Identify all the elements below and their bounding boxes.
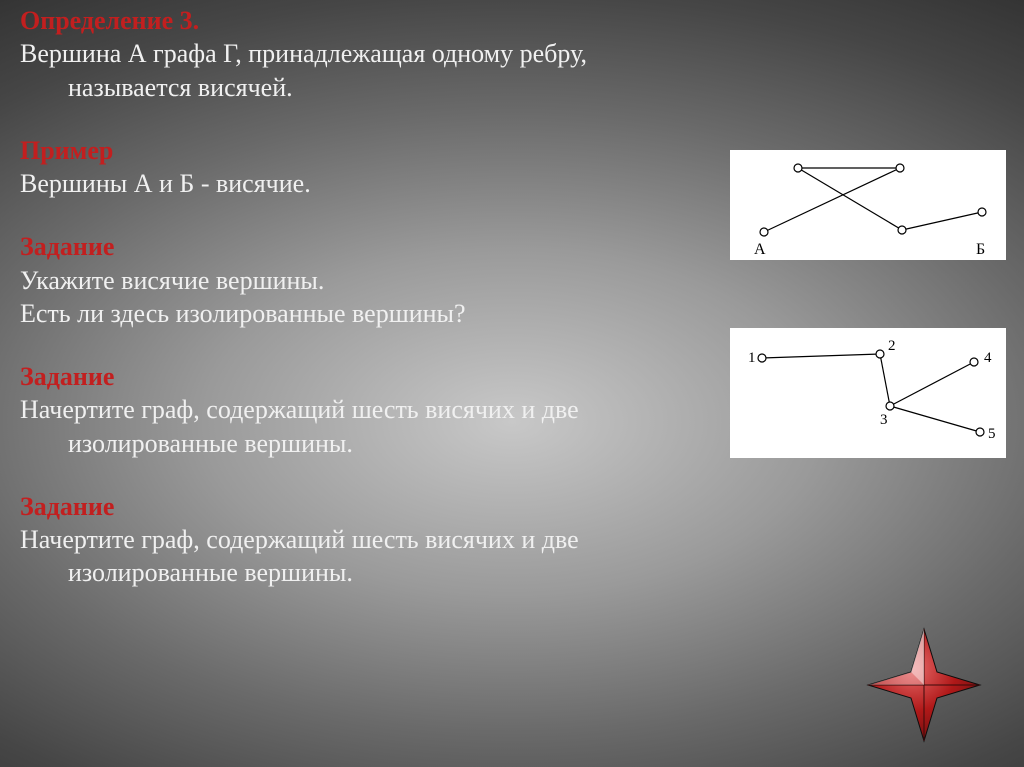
task3-l1: Начертите граф, содержащий шесть висячих… <box>20 523 700 556</box>
task3-title: Задание <box>20 490 700 523</box>
task1-title: Задание <box>20 230 700 263</box>
graph-diagram-task: 1 2 3 4 5 <box>730 328 1006 458</box>
example-body: Вершины А и Б - висячие. <box>20 167 700 200</box>
definition-title: Определение 3. <box>20 4 700 37</box>
svg-text:3: 3 <box>880 412 888 428</box>
task1-l2: Есть ли здесь изолированные вершины? <box>20 297 700 330</box>
task3-l2: изолированные вершины. <box>20 556 700 589</box>
svg-text:Б: Б <box>976 241 985 258</box>
star-icon <box>864 625 984 745</box>
slide-text: Определение 3. Вершина А графа Г, принад… <box>20 4 700 590</box>
task2-title: Задание <box>20 360 700 393</box>
svg-text:1: 1 <box>748 350 756 366</box>
svg-text:4: 4 <box>984 350 992 366</box>
svg-text:5: 5 <box>988 426 996 442</box>
graph-diagram-example: АБ <box>730 150 1006 260</box>
svg-text:А: А <box>754 241 766 258</box>
task2-l1: Начертите граф, содержащий шесть висячих… <box>20 393 700 426</box>
task2-l2: изолированные вершины. <box>20 427 700 460</box>
svg-text:2: 2 <box>888 338 896 354</box>
example-title: Пример <box>20 134 700 167</box>
task1-l1: Укажите висячие вершины. <box>20 264 700 297</box>
definition-body-l1: Вершина А графа Г, принадлежащая одному … <box>20 37 700 70</box>
definition-body-l2: называется висячей. <box>20 71 700 104</box>
